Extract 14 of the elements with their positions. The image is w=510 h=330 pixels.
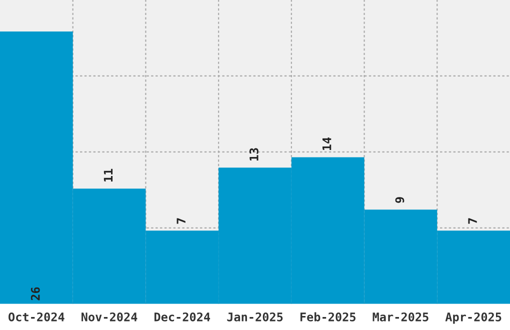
data-label: 7 [468,218,477,224]
x-tick-label: Jan-2025 [227,312,283,322]
data-label: 7 [176,218,186,224]
data-label: 26 [30,287,40,300]
x-tick-label: Apr-2025 [445,312,502,324]
x-tick-label: Dec-2024 [154,312,210,322]
x-tick-label: Feb-2025 [300,312,356,322]
data-label: 14 [322,137,332,150]
x-tick-label: Nov-2024 [82,312,138,322]
data-label: 11 [104,168,113,182]
x-tick-label: Oct-2024 [8,312,64,322]
x-tick-label: Mar-2025 [372,312,428,322]
data-label: 13 [249,148,258,161]
data-label: 9 [395,197,404,203]
